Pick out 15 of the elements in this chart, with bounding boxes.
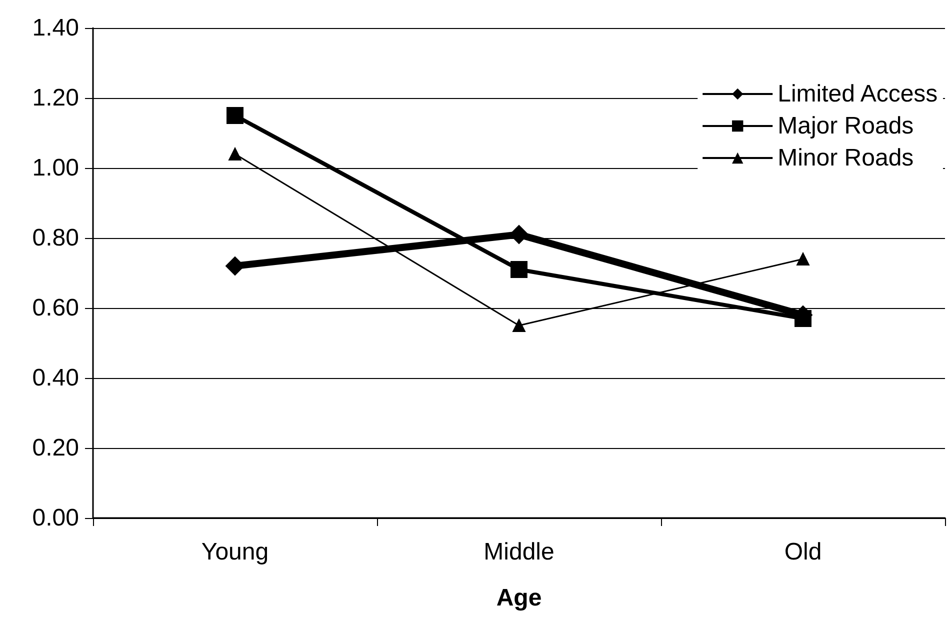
y-tick-label: 0.80 (32, 224, 79, 252)
x-tick-label: Young (201, 538, 269, 566)
x-axis-title: Age (496, 584, 542, 612)
y-tick-label: 1.40 (32, 14, 79, 42)
y-tick-label: 0.20 (32, 434, 79, 462)
x-tick-label: Middle (484, 538, 554, 566)
legend-label: Minor Roads (778, 144, 914, 172)
y-tick-label: 0.00 (32, 504, 79, 532)
y-tick-label: 1.00 (32, 154, 79, 182)
y-tick-label: 1.20 (32, 84, 79, 112)
legend-label: Limited Access (778, 80, 938, 108)
x-tick-label: Old (784, 538, 822, 566)
y-tick-label: 0.40 (32, 364, 79, 392)
legend-label: Major Roads (778, 112, 914, 140)
y-tick-label: 0.60 (32, 294, 79, 322)
